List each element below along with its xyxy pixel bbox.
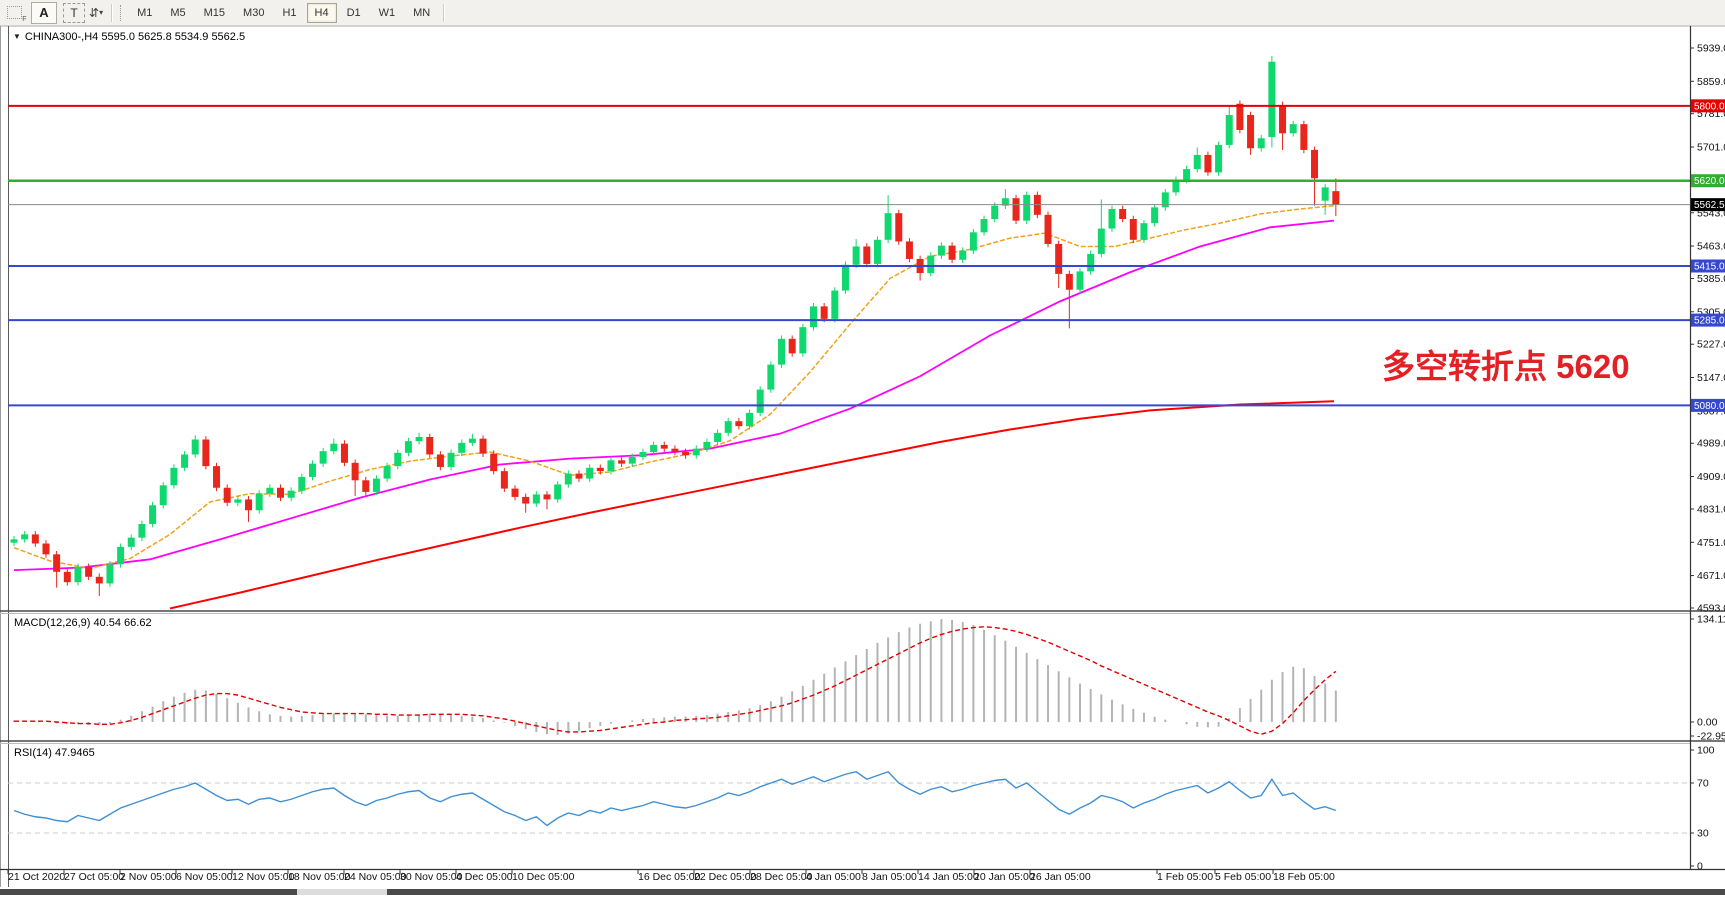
svg-text:4671.0: 4671.0	[1697, 570, 1725, 582]
svg-text:5415.0: 5415.0	[1694, 262, 1725, 273]
svg-text:8 Jan 05:00: 8 Jan 05:00	[862, 871, 917, 883]
chart-window-icon[interactable]: F	[2, 2, 27, 23]
svg-text:5701.0: 5701.0	[1697, 142, 1725, 154]
svg-text:0: 0	[1697, 861, 1703, 873]
timeframe-mn[interactable]: MN	[413, 6, 431, 19]
svg-text:24 Nov 05:00: 24 Nov 05:00	[344, 871, 407, 883]
dropdown-caret-icon[interactable]: ▾	[99, 8, 104, 17]
svg-text:4909.0: 4909.0	[1697, 471, 1725, 483]
svg-text:5939.0: 5939.0	[1697, 43, 1725, 55]
top-toolbar: F A T ⇵ ▾ M1 M5 M15 M30 H1 H4 D1 W1 MN	[0, 0, 1725, 26]
macd-signal-line	[14, 626, 1337, 736]
timeframe-m5[interactable]: M5	[170, 6, 186, 19]
rsi-line	[13, 770, 1337, 827]
svg-text:134.11: 134.11	[1697, 614, 1725, 626]
svg-text:4593.0: 4593.0	[1697, 603, 1725, 615]
svg-text:4 Dec 05:00: 4 Dec 05:00	[456, 871, 513, 883]
svg-text:30: 30	[1697, 828, 1709, 840]
svg-text:5 Feb 05:00: 5 Feb 05:00	[1215, 871, 1271, 883]
svg-text:5080.0: 5080.0	[1694, 401, 1725, 412]
price-badge-5800.0: 5800.0	[1691, 99, 1725, 113]
timeframe-m30[interactable]: M30	[243, 6, 265, 19]
ma-red-slow	[169, 400, 1335, 610]
svg-text:28 Dec 05:00: 28 Dec 05:00	[750, 871, 813, 883]
svg-text:14 Jan 05:00: 14 Jan 05:00	[918, 871, 979, 883]
timeframe-d1[interactable]: D1	[346, 6, 361, 19]
timeframe-h1[interactable]: H1	[282, 6, 297, 19]
timeframe-h4[interactable]: H4	[306, 2, 337, 23]
svg-text:22 Dec 05:00: 22 Dec 05:00	[694, 871, 757, 883]
svg-text:4 Jan 05:00: 4 Jan 05:00	[806, 871, 861, 883]
collapse-icon[interactable]: ▼	[13, 32, 21, 41]
timeframe-m15[interactable]: M15	[203, 6, 226, 19]
horizontal-lines	[8, 104, 1690, 407]
svg-text:4831.0: 4831.0	[1697, 503, 1725, 515]
svg-text:12 Nov 05:00: 12 Nov 05:00	[232, 871, 295, 883]
price-badge-5285.0: 5285.0	[1691, 313, 1725, 327]
svg-text:27 Oct 05:00: 27 Oct 05:00	[64, 871, 124, 883]
svg-text:26 Jan 05:00: 26 Jan 05:00	[1030, 871, 1091, 883]
svg-text:4989.0: 4989.0	[1697, 438, 1725, 450]
svg-text:6 Nov 05:00: 6 Nov 05:00	[176, 871, 233, 883]
horizontal-scrollbar[interactable]	[0, 889, 1725, 895]
grid-icon: F	[6, 6, 27, 23]
price-badge-5562.5: 5562.5	[1691, 198, 1725, 212]
svg-text:100: 100	[1697, 745, 1715, 757]
svg-text:30 Nov 05:00: 30 Nov 05:00	[400, 871, 463, 883]
svg-text:5800.0: 5800.0	[1694, 101, 1725, 112]
svg-text:20 Jan 05:00: 20 Jan 05:00	[974, 871, 1035, 883]
svg-text:5285.0: 5285.0	[1694, 316, 1725, 327]
rsi-indicator-label: RSI(14) 47.9465	[14, 747, 95, 759]
svg-text:16 Dec 05:00: 16 Dec 05:00	[638, 871, 701, 883]
svg-text:5620.0: 5620.0	[1694, 176, 1725, 187]
svg-text:5562.5: 5562.5	[1694, 200, 1725, 211]
svg-text:-22.95: -22.95	[1697, 731, 1725, 743]
price-badge-5080.0: 5080.0	[1691, 398, 1725, 412]
symbol-ohlc-text: CHINA300-,H4 5595.0 5625.8 5534.9 5562.5	[24, 31, 246, 43]
toolbar-drag-handle[interactable]	[120, 4, 124, 21]
svg-text:5385.0: 5385.0	[1697, 273, 1725, 285]
timeframe-m1[interactable]: M1	[137, 6, 153, 19]
svg-text:18 Nov 05:00: 18 Nov 05:00	[288, 871, 351, 883]
macd-indicator-label: MACD(12,26,9) 40.54 66.62	[14, 617, 152, 629]
chart-text-annotation[interactable]: 多空转折点 5620	[1382, 348, 1630, 385]
svg-text:10 Dec 05:00: 10 Dec 05:00	[512, 871, 575, 883]
annotate-button[interactable]: A	[31, 1, 57, 24]
text-tool-button[interactable]: T	[63, 2, 85, 23]
svg-text:2 Nov 05:00: 2 Nov 05:00	[120, 871, 177, 883]
svg-text:0.00: 0.00	[1697, 717, 1718, 729]
svg-text:18 Feb 05:00: 18 Feb 05:00	[1273, 871, 1335, 883]
toolbar-separator	[443, 3, 445, 22]
price-badges: 5800.0 5620.0 5562.5 5415.0 5285.0 5080.0	[1691, 99, 1725, 412]
svg-text:5859.0: 5859.0	[1697, 76, 1725, 88]
timeframe-w1[interactable]: W1	[378, 6, 396, 19]
symbol-header[interactable]: ▼ CHINA300-,H4 5595.0 5625.8 5534.9 5562.…	[13, 31, 245, 43]
svg-text:70: 70	[1697, 778, 1709, 790]
svg-text:5147.0: 5147.0	[1697, 372, 1725, 384]
svg-text:5463.0: 5463.0	[1697, 241, 1725, 253]
price-badge-5415.0: 5415.0	[1691, 259, 1725, 273]
svg-text:1 Feb 05:00: 1 Feb 05:00	[1157, 871, 1213, 883]
macd-pane	[0, 610, 1725, 736]
pane-frame	[0, 26, 1725, 897]
candlestick-layer	[10, 55, 1340, 596]
toolbar-separator	[111, 3, 113, 22]
price-badge-5620.0: 5620.0	[1691, 174, 1725, 188]
svg-text:5227.0: 5227.0	[1697, 339, 1725, 351]
svg-text:4751.0: 4751.0	[1697, 537, 1725, 549]
ma-orange	[13, 204, 1335, 570]
svg-text:21 Oct 2020: 21 Oct 2020	[8, 871, 65, 883]
arrows-icon[interactable]: ⇵	[89, 5, 99, 20]
